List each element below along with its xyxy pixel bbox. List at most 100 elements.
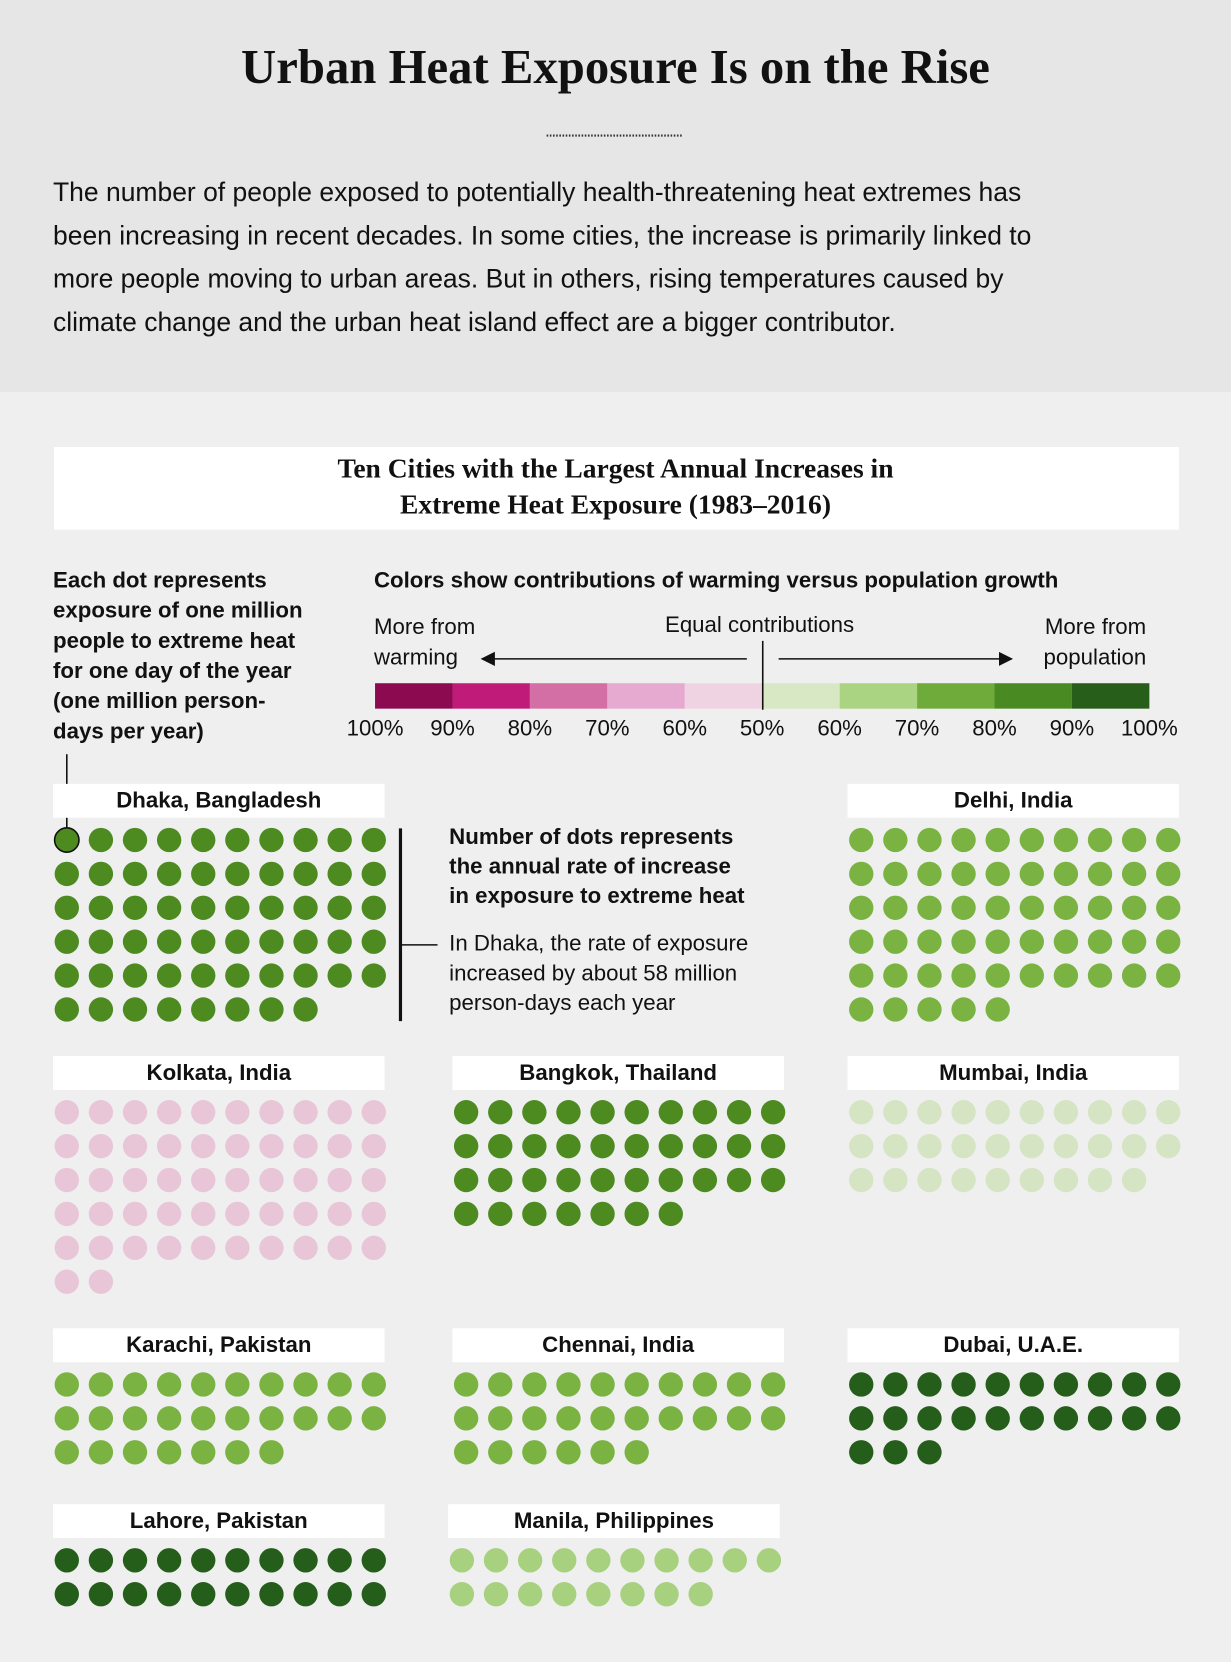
dot bbox=[552, 1582, 577, 1607]
dot bbox=[327, 1406, 352, 1431]
dot bbox=[361, 1235, 386, 1261]
legend-swatch bbox=[375, 683, 453, 709]
dot bbox=[692, 1100, 718, 1125]
city-label-box bbox=[847, 783, 1180, 818]
dot bbox=[1019, 1100, 1044, 1125]
dot bbox=[54, 1100, 79, 1125]
dot bbox=[88, 997, 114, 1022]
dot bbox=[453, 1406, 479, 1431]
dot bbox=[883, 1440, 908, 1465]
dot bbox=[156, 929, 182, 954]
dot bbox=[586, 1548, 611, 1573]
dot bbox=[327, 1235, 352, 1261]
dot bbox=[122, 1582, 148, 1607]
dot bbox=[590, 1133, 615, 1159]
dot bbox=[449, 1548, 475, 1573]
dot bbox=[122, 1548, 148, 1573]
city-label: Karachi, Pakistan bbox=[126, 1332, 311, 1357]
dot bbox=[1121, 1406, 1147, 1431]
dot bbox=[951, 895, 976, 920]
dot bbox=[586, 1582, 611, 1607]
dot bbox=[985, 1167, 1010, 1193]
dot bbox=[293, 1582, 318, 1607]
dot bbox=[293, 1548, 318, 1573]
legend-label: 80% bbox=[508, 716, 553, 741]
dot bbox=[488, 1201, 513, 1227]
dot bbox=[760, 1100, 786, 1125]
dot bbox=[951, 963, 976, 988]
dot bbox=[1121, 1372, 1147, 1397]
dot bbox=[293, 827, 318, 853]
dot bbox=[361, 1201, 386, 1227]
dot bbox=[624, 1167, 649, 1193]
dot bbox=[453, 1440, 479, 1465]
dot bbox=[1053, 1167, 1079, 1193]
dot bbox=[54, 861, 79, 887]
dot bbox=[191, 895, 216, 920]
dot bbox=[191, 1548, 216, 1573]
dot bbox=[327, 1100, 352, 1125]
dot bbox=[225, 1372, 250, 1397]
dot bbox=[453, 1133, 479, 1159]
dot bbox=[985, 997, 1010, 1022]
dot bbox=[590, 1372, 615, 1397]
dot bbox=[556, 1167, 581, 1193]
dot bbox=[883, 1406, 908, 1431]
dot bbox=[259, 1406, 284, 1431]
city-label: Mumbai, India bbox=[939, 1060, 1088, 1085]
dot bbox=[1087, 1406, 1113, 1431]
city-label-box bbox=[847, 1056, 1180, 1090]
dot bbox=[293, 1406, 318, 1431]
dot bbox=[917, 895, 942, 920]
dot bbox=[122, 1372, 148, 1397]
dot bbox=[849, 1372, 874, 1397]
dot bbox=[54, 895, 79, 920]
dot bbox=[156, 1133, 182, 1159]
dot bbox=[917, 827, 942, 853]
dot bbox=[191, 1100, 216, 1125]
dot bbox=[522, 1133, 547, 1159]
dot bbox=[883, 1100, 908, 1125]
dot bbox=[1087, 963, 1113, 988]
dot bbox=[726, 1133, 752, 1159]
dot bbox=[688, 1548, 713, 1573]
dot bbox=[483, 1548, 509, 1573]
dot-note: Each dot represents bbox=[53, 567, 267, 592]
dot bbox=[259, 1548, 284, 1573]
dot bbox=[1121, 827, 1147, 853]
legend-right: More from bbox=[1045, 614, 1146, 639]
dot bbox=[361, 861, 386, 887]
dot bbox=[917, 963, 942, 988]
chart-title: Extreme Heat Exposure (1983–2016) bbox=[400, 489, 831, 520]
dot bbox=[951, 1100, 976, 1125]
legend-swatch bbox=[607, 683, 685, 709]
city-label: Chennai, India bbox=[542, 1332, 695, 1357]
dot bbox=[191, 963, 216, 988]
dot bbox=[225, 1167, 250, 1193]
dot bbox=[985, 963, 1010, 988]
dot bbox=[883, 997, 908, 1022]
dot bbox=[88, 1548, 114, 1573]
dot bbox=[488, 1440, 513, 1465]
dot bbox=[488, 1100, 513, 1125]
dot bbox=[259, 1133, 284, 1159]
dot bbox=[122, 895, 148, 920]
annotation-heading: the annual rate of increase bbox=[449, 853, 731, 878]
dot bbox=[590, 1201, 615, 1227]
city-label: Bangkok, Thailand bbox=[519, 1060, 717, 1085]
dot bbox=[883, 895, 908, 920]
intro-line: climate change and the urban heat island… bbox=[53, 307, 896, 337]
dot bbox=[225, 827, 250, 853]
dot bbox=[590, 1100, 615, 1125]
dot bbox=[624, 1406, 649, 1431]
dot bbox=[849, 1167, 874, 1193]
dot-note: people to extreme heat bbox=[53, 628, 296, 653]
dot bbox=[883, 827, 908, 853]
dot bbox=[556, 1372, 581, 1397]
intro-line: been increasing in recent decades. In so… bbox=[53, 220, 1031, 250]
dot bbox=[620, 1582, 645, 1607]
dot bbox=[361, 1167, 386, 1193]
dot bbox=[1019, 963, 1044, 988]
dot bbox=[692, 1372, 718, 1397]
